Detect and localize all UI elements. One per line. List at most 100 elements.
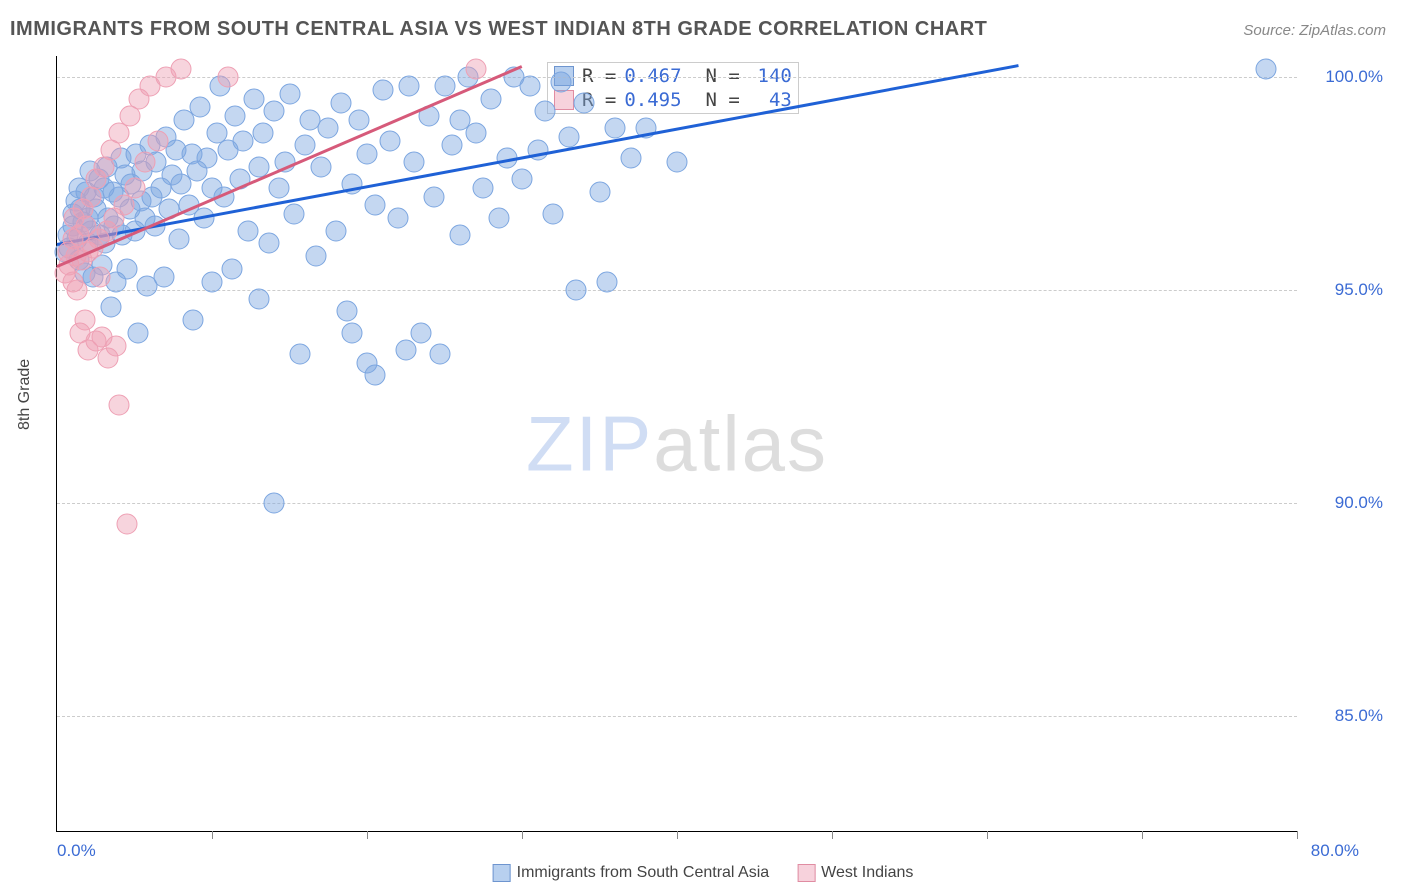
- scatter-point: [150, 178, 171, 199]
- x-tick: [1142, 831, 1143, 839]
- scatter-point: [181, 143, 202, 164]
- source-name: ZipAtlas.com: [1299, 22, 1386, 39]
- scatter-point: [253, 122, 274, 143]
- stats-row: R =0.467N =140: [554, 65, 792, 87]
- scatter-point: [259, 233, 280, 254]
- stats-row: R =0.495N = 43: [554, 89, 792, 111]
- stats-r-label: R =: [582, 65, 616, 87]
- scatter-point: [372, 80, 393, 101]
- regression-line: [57, 65, 1019, 247]
- legend-item: Immigrants from South Central Asia: [493, 864, 770, 882]
- scatter-point: [155, 126, 176, 147]
- scatter-point: [171, 173, 192, 194]
- scatter-point: [130, 190, 151, 211]
- scatter-point: [109, 186, 130, 207]
- scatter-point: [68, 178, 89, 199]
- scatter-point: [465, 58, 486, 79]
- stats-r-value: 0.495: [624, 89, 681, 111]
- scatter-point: [217, 139, 238, 160]
- scatter-point: [364, 365, 385, 386]
- scatter-point: [488, 207, 509, 228]
- scatter-point: [357, 143, 378, 164]
- scatter-point: [78, 339, 99, 360]
- scatter-point: [174, 109, 195, 130]
- scatter-point: [364, 195, 385, 216]
- scatter-point: [140, 75, 161, 96]
- chart-title: IMMIGRANTS FROM SOUTH CENTRAL ASIA VS WE…: [10, 18, 987, 41]
- scatter-point: [290, 344, 311, 365]
- x-tick: [212, 831, 213, 839]
- scatter-point: [450, 109, 471, 130]
- scatter-point: [450, 224, 471, 245]
- scatter-point: [62, 203, 83, 224]
- y-gridline: [57, 290, 1297, 291]
- stats-r-label: R =: [582, 89, 616, 111]
- y-tick-label: 95.0%: [1303, 280, 1383, 300]
- scatter-point: [284, 203, 305, 224]
- scatter-point: [243, 88, 264, 109]
- x-tick: [677, 831, 678, 839]
- scatter-point: [74, 310, 95, 331]
- scatter-point: [70, 199, 91, 220]
- scatter-point: [318, 118, 339, 139]
- x-axis-max-label: 80.0%: [1311, 841, 1359, 861]
- scatter-point: [65, 190, 86, 211]
- scatter-point: [109, 122, 130, 143]
- scatter-point: [119, 105, 140, 126]
- scatter-point: [113, 195, 134, 216]
- legend-swatch: [797, 864, 815, 882]
- scatter-point: [411, 322, 432, 343]
- scatter-point: [388, 207, 409, 228]
- scatter-point: [102, 182, 123, 203]
- x-tick: [832, 831, 833, 839]
- scatter-point: [597, 271, 618, 292]
- scatter-point: [667, 152, 688, 173]
- watermark: ZIPatlas: [526, 398, 828, 489]
- scatter-point: [398, 75, 419, 96]
- scatter-point: [206, 122, 227, 143]
- scatter-point: [140, 135, 161, 156]
- scatter-point: [85, 169, 106, 190]
- scatter-point: [434, 75, 455, 96]
- scatter-point: [121, 173, 142, 194]
- scatter-point: [512, 169, 533, 190]
- scatter-point: [93, 178, 114, 199]
- scatter-point: [183, 310, 204, 331]
- scatter-point: [380, 131, 401, 152]
- scatter-point: [295, 135, 316, 156]
- scatter-point: [115, 165, 136, 186]
- scatter-point: [70, 322, 91, 343]
- scatter-point: [481, 88, 502, 109]
- scatter-point: [146, 152, 167, 173]
- scatter-point: [78, 207, 99, 228]
- scatter-point: [186, 160, 207, 181]
- scatter-point: [519, 75, 540, 96]
- scatter-point: [124, 178, 145, 199]
- x-tick: [367, 831, 368, 839]
- scatter-point: [136, 275, 157, 296]
- scatter-point: [225, 105, 246, 126]
- legend-swatch: [493, 864, 511, 882]
- scatter-point: [233, 131, 254, 152]
- scatter-point: [132, 160, 153, 181]
- scatter-point: [558, 126, 579, 147]
- scatter-point: [62, 216, 83, 237]
- scatter-point: [161, 165, 182, 186]
- scatter-point: [268, 178, 289, 199]
- scatter-point: [127, 322, 148, 343]
- scatter-point: [357, 352, 378, 373]
- source-prefix: Source:: [1243, 22, 1299, 39]
- scatter-point: [96, 156, 117, 177]
- scatter-point: [605, 118, 626, 139]
- stats-box: R =0.467N =140R =0.495N = 43: [547, 62, 799, 114]
- scatter-point: [209, 75, 230, 96]
- legend-item: West Indians: [797, 864, 913, 882]
- scatter-point: [330, 92, 351, 113]
- scatter-point: [73, 212, 94, 233]
- scatter-point: [222, 258, 243, 279]
- plot-area: ZIPatlas R =0.467N =140R =0.495N = 43 85…: [56, 56, 1297, 832]
- scatter-point: [403, 152, 424, 173]
- legend-label: Immigrants from South Central Asia: [517, 864, 770, 882]
- scatter-point: [189, 97, 210, 118]
- scatter-point: [81, 186, 102, 207]
